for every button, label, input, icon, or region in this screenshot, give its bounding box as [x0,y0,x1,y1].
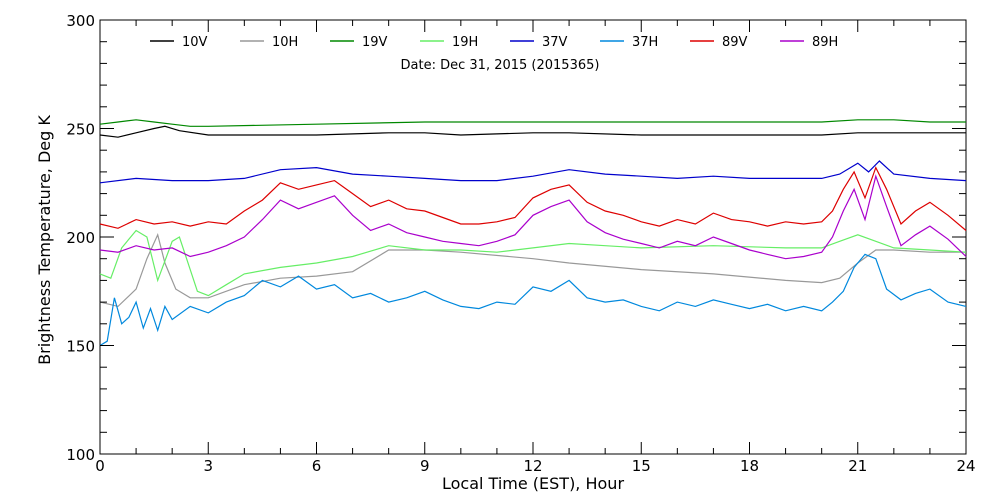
axis-ticks: 0 3 6 9 12 15 18 21 24 100 150 200 250 300 [66,12,975,475]
x-tick-label: 9 [420,457,430,475]
x-tick-label: 3 [203,457,213,475]
series-line-19v [99,119,966,127]
x-tick-label: 0 [95,457,105,475]
x-tick-label: 24 [956,457,975,475]
series-layer [99,119,967,347]
legend-label-10v: 10V [182,35,208,50]
legend-label-37v: 37V [542,35,568,50]
legend-label-89v: 89V [722,35,748,50]
y-tick-label: 150 [66,338,95,356]
y-tick-label: 250 [66,121,95,139]
legend-label-37h: 37H [632,35,658,50]
series-line-89h [99,174,967,260]
y-axis-label: Brightness Temperature, Deg K [35,115,54,365]
series-line-89v [99,166,967,231]
series-line-19h [99,229,967,297]
x-tick-label: 6 [312,457,322,475]
x-tick-label: 21 [848,457,867,475]
legend-label-19h: 19H [452,35,478,50]
legend-label-10h: 10H [272,35,298,50]
legend-label-89h: 89H [812,35,838,50]
series-line-37v [99,160,967,184]
series-line-10v [99,125,966,138]
x-tick-label: 15 [632,457,651,475]
y-tick-label: 100 [66,446,95,464]
y-tick-label: 300 [66,12,95,30]
chart-subtitle: Date: Dec 31, 2015 (2015365) [401,58,600,73]
legend: 10V 10H 19V 19H 37V 37H 89V 89H [150,35,838,50]
x-axis-label: Local Time (EST), Hour [442,474,624,493]
series-line-10h [99,232,966,308]
y-tick-label: 200 [66,229,95,247]
series-line-37h [99,253,967,347]
legend-label-19v: 19V [362,35,388,50]
x-tick-label: 12 [523,457,542,475]
plot-frame [99,19,967,455]
x-tick-label: 18 [740,457,759,475]
